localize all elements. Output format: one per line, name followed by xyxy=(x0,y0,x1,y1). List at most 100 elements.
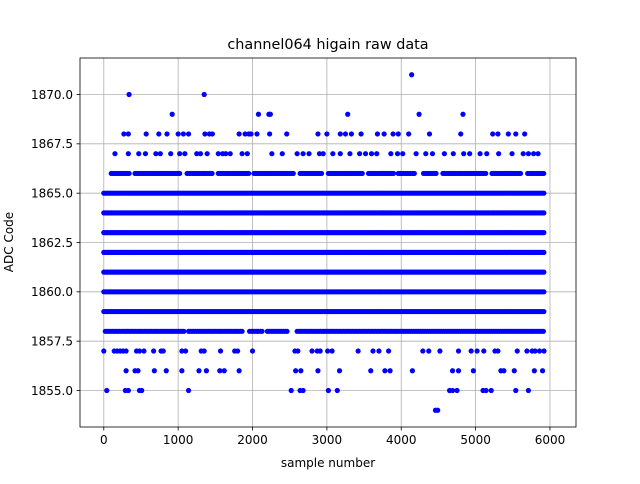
data-point xyxy=(334,387,340,394)
data-point xyxy=(348,131,355,137)
data-point xyxy=(209,131,215,137)
data-point xyxy=(143,131,149,137)
data-point xyxy=(513,387,519,394)
data-point xyxy=(221,368,227,374)
data-point xyxy=(355,348,361,354)
y-axis-ticks: 1855.0 1857.5 1860.0 1862.5 1865.0 1867.5 1870… xyxy=(31,88,80,398)
data-point xyxy=(359,170,365,177)
y-tick-label: 1865.0 xyxy=(31,186,73,200)
data-point xyxy=(450,151,456,157)
data-point xyxy=(177,170,183,177)
data-point xyxy=(290,170,296,177)
data-point xyxy=(202,131,208,137)
data-point xyxy=(347,151,353,157)
data-point xyxy=(183,348,189,354)
y-tick-label: 1860.0 xyxy=(31,285,73,299)
data-point xyxy=(203,368,210,374)
x-tick-label: 6000 xyxy=(535,433,566,447)
data-point xyxy=(539,368,546,374)
data-point xyxy=(259,328,265,334)
data-point xyxy=(125,131,131,137)
data-point xyxy=(362,151,369,157)
data-point xyxy=(336,368,343,374)
data-point xyxy=(316,151,323,157)
data-point xyxy=(298,368,304,374)
data-point xyxy=(541,190,547,196)
data-point xyxy=(267,111,273,117)
data-point xyxy=(123,368,129,374)
x-tick-label: 5000 xyxy=(460,433,491,447)
data-point xyxy=(532,348,538,354)
data-point xyxy=(279,151,285,157)
data-point xyxy=(535,151,541,157)
data-point xyxy=(125,387,131,394)
data-point xyxy=(468,348,474,354)
data-point xyxy=(435,407,441,413)
data-point xyxy=(368,368,374,374)
data-point xyxy=(141,348,147,354)
data-point xyxy=(293,368,299,374)
data-point xyxy=(426,131,433,137)
data-point xyxy=(242,131,248,137)
data-point xyxy=(164,131,170,137)
data-point xyxy=(455,368,462,374)
data-point xyxy=(483,170,489,177)
data-point xyxy=(509,151,515,157)
data-point xyxy=(441,151,447,157)
data-point xyxy=(151,368,157,374)
data-point xyxy=(295,348,301,354)
data-point xyxy=(541,289,547,295)
data-point xyxy=(300,387,306,394)
data-point xyxy=(455,348,462,354)
data-point xyxy=(514,348,520,354)
data-point xyxy=(382,368,388,374)
data-point xyxy=(490,131,496,137)
data-point xyxy=(467,151,473,157)
data-point xyxy=(337,131,343,137)
data-point xyxy=(317,348,323,354)
data-point xyxy=(179,368,185,374)
data-point xyxy=(520,151,526,157)
data-point xyxy=(300,151,306,157)
data-point xyxy=(416,111,422,117)
data-point xyxy=(135,368,141,374)
data-point xyxy=(541,170,547,177)
data-point xyxy=(181,328,187,334)
data-point xyxy=(294,151,300,157)
data-point xyxy=(306,151,312,157)
data-point xyxy=(541,230,547,236)
data-point xyxy=(458,131,464,137)
data-point xyxy=(488,387,494,394)
data-point xyxy=(248,131,254,137)
data-point xyxy=(433,170,439,177)
data-point xyxy=(420,348,426,354)
data-point xyxy=(209,170,215,177)
data-point xyxy=(235,348,241,354)
data-point xyxy=(325,348,331,354)
x-axis-ticks: 0 1000 2000 3000 4000 5000 6000 xyxy=(100,427,565,447)
data-point xyxy=(481,348,487,354)
data-point xyxy=(376,348,382,354)
data-point xyxy=(255,111,262,117)
data-point xyxy=(180,131,186,137)
data-point xyxy=(541,308,547,315)
data-point xyxy=(374,151,380,157)
data-point xyxy=(329,348,335,354)
data-point xyxy=(525,387,532,394)
data-point xyxy=(217,348,224,354)
data-point xyxy=(386,348,392,354)
data-point xyxy=(495,131,501,137)
data-point xyxy=(517,170,524,177)
data-point xyxy=(381,131,387,137)
data-point xyxy=(411,170,417,177)
data-point xyxy=(254,131,260,137)
data-point xyxy=(151,348,157,354)
data-point xyxy=(244,151,250,157)
data-point xyxy=(409,72,415,78)
data-point xyxy=(182,151,188,157)
y-tick-label: 1857.5 xyxy=(31,334,73,348)
data-point xyxy=(136,348,143,354)
data-point xyxy=(269,151,275,157)
x-tick-label: 3000 xyxy=(312,433,343,447)
